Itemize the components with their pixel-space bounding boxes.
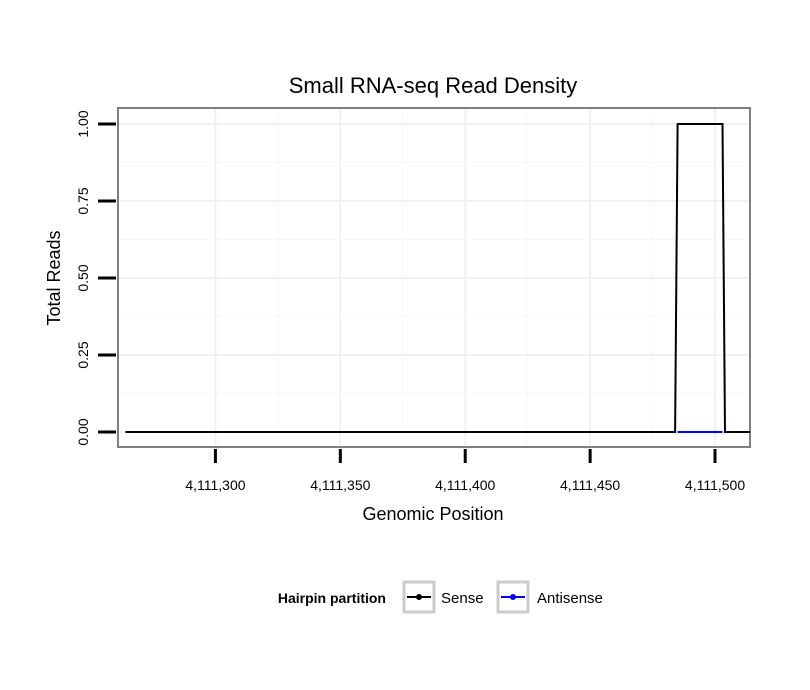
- legend-key-antisense-point: [510, 594, 516, 600]
- legend-label-sense: Sense: [441, 590, 484, 607]
- x-tick-label: 4,111,400: [435, 477, 495, 493]
- y-axis-title: Total Reads: [44, 230, 64, 325]
- legend-title: Hairpin partition: [278, 590, 386, 606]
- series-line-sense: [125, 123, 750, 433]
- axes: 4,111,300 4,111,350 4,111,400 4,111,450 4,11…: [75, 110, 745, 493]
- legend-key-sense-point: [416, 594, 422, 600]
- y-tick-label: 0.00: [75, 418, 91, 445]
- x-axis-title: Genomic Position: [362, 504, 503, 524]
- y-tick-label: 0.25: [75, 341, 91, 368]
- y-tick-label: 1.00: [75, 110, 91, 137]
- x-tick-label: 4,111,450: [560, 477, 620, 493]
- legend-label-antisense: Antisense: [537, 590, 603, 607]
- y-tick-label: 0.75: [75, 187, 91, 214]
- y-tick-label: 0.50: [75, 264, 91, 291]
- x-tick-label: 4,111,300: [185, 477, 245, 493]
- chart-title: Small RNA-seq Read Density: [289, 73, 578, 98]
- legend: Hairpin partition Sense Antisense: [278, 580, 603, 614]
- series-lines: [125, 123, 750, 433]
- x-tick-label: 4,111,350: [310, 477, 370, 493]
- x-tick-label: 4,111,500: [685, 477, 745, 493]
